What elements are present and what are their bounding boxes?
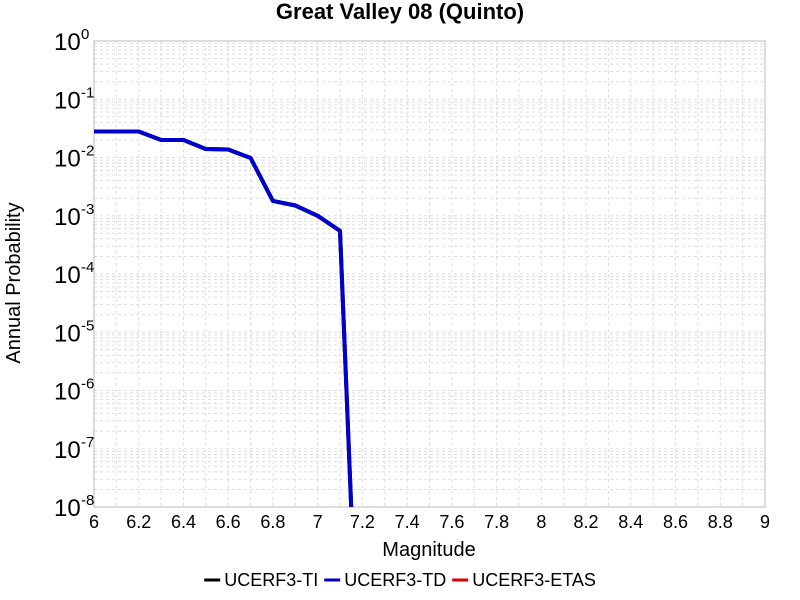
y-tick-base: 10: [54, 379, 81, 406]
y-tick-exponent: -6: [81, 376, 94, 393]
legend-label: UCERF3-ETAS: [472, 570, 596, 590]
legend: UCERF3-TI UCERF3-TD UCERF3-ETAS: [204, 570, 596, 590]
y-tick-base: 10: [54, 29, 81, 56]
y-tick-label: 10 -4: [54, 259, 94, 289]
y-tick-exponent: 0: [81, 26, 89, 43]
x-tick-label: 7.2: [350, 512, 375, 532]
y-tick-exponent: -8: [81, 492, 94, 509]
x-tick-label: 6.8: [260, 512, 285, 532]
y-tick-exponent: -5: [81, 317, 94, 334]
legend-label: UCERF3-TD: [344, 570, 446, 590]
y-tick-label: 10 -1: [54, 84, 94, 114]
x-tick-label: 6: [89, 512, 99, 532]
x-tick-label: 8.4: [618, 512, 643, 532]
y-tick-base: 10: [54, 437, 81, 464]
x-tick-label: 6.2: [126, 512, 151, 532]
x-tick-label: 8.2: [574, 512, 599, 532]
y-tick-exponent: -2: [81, 143, 94, 160]
y-tick-label: 10 -5: [54, 317, 94, 347]
x-tick-label: 8.6: [663, 512, 688, 532]
legend-label: UCERF3-TI: [224, 570, 318, 590]
y-tick-label: 10 0: [54, 26, 89, 56]
y-axis-label: Annual Probability: [3, 202, 25, 363]
y-tick-base: 10: [54, 204, 81, 231]
y-tick-base: 10: [54, 495, 81, 522]
y-tick-label: 10 -7: [54, 434, 94, 464]
x-tick-label: 8.8: [708, 512, 733, 532]
series-line-ucerf3-td: [94, 129, 354, 508]
y-tick-base: 10: [54, 320, 81, 347]
y-tick-label: 10 -2: [54, 143, 94, 173]
x-tick-label: 7.4: [395, 512, 420, 532]
legend-item: UCERF3-ETAS: [452, 570, 596, 590]
x-tick-label: 9: [760, 512, 770, 532]
plot-frame: [93, 40, 766, 508]
x-axis-label: Magnitude: [382, 539, 475, 561]
x-tick-label: 7.6: [439, 512, 464, 532]
y-tick-label: 10 -6: [54, 376, 94, 406]
legend-item: UCERF3-TI: [204, 570, 318, 590]
x-tick-label: 8: [536, 512, 546, 532]
x-tick-label: 7: [313, 512, 323, 532]
grid: [93, 41, 766, 508]
chart-title: Great Valley 08 (Quinto): [276, 0, 524, 24]
x-tick-label: 6.6: [216, 512, 241, 532]
y-tick-exponent: -4: [81, 259, 94, 276]
y-tick-label: 10 -3: [54, 201, 94, 231]
x-tick-label: 7.8: [484, 512, 509, 532]
series-layer: [94, 129, 354, 508]
y-tick-exponent: -3: [81, 201, 94, 218]
x-tick-label: 6.4: [171, 512, 196, 532]
legend-item: UCERF3-TD: [324, 570, 446, 590]
y-tick-exponent: -7: [81, 434, 94, 451]
x-tick-labels: 6 6.2 6.4 6.6 6.8 7 7.2 7.4 7.6 7.8 8 8.2 8.4 8.6 8.8 9: [89, 512, 770, 532]
y-tick-label: 10 -8: [54, 492, 94, 522]
y-tick-base: 10: [54, 87, 81, 114]
y-tick-base: 10: [54, 146, 81, 173]
y-tick-base: 10: [54, 262, 81, 289]
y-tick-exponent: -1: [81, 84, 94, 101]
